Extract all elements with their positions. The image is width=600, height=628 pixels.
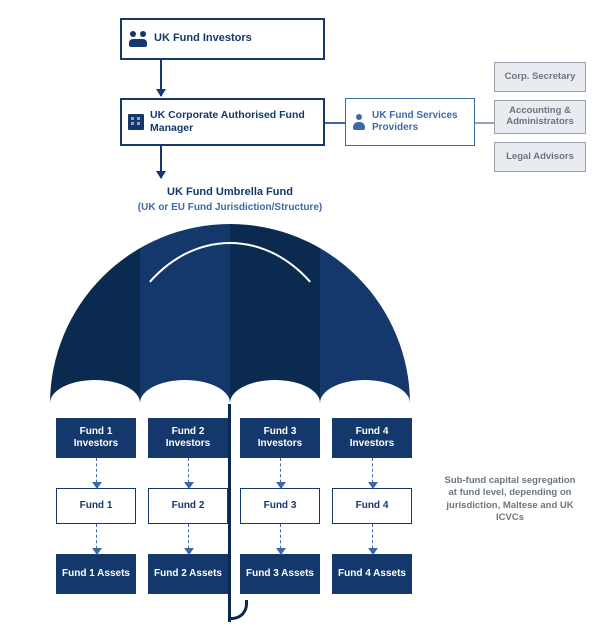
side-box-label: Accounting & Administrators — [499, 106, 581, 128]
fund-arrow — [96, 524, 97, 554]
fund-arrow — [188, 524, 189, 554]
fund-box: Fund 3 Assets — [240, 554, 320, 594]
node-services: UK Fund Services Providers — [345, 98, 475, 146]
fund-arrow — [188, 458, 189, 488]
node-investors: UK Fund Investors — [120, 18, 325, 60]
umbrella-title: UK Fund Umbrella Fund — [90, 186, 370, 198]
people-icon — [128, 31, 148, 47]
fund-box: Fund 3 Investors — [240, 418, 320, 458]
connector-services-side — [475, 122, 494, 124]
umbrella-hook — [228, 600, 248, 620]
side-box-corp-secretary: Corp. Secretary — [494, 62, 586, 92]
fund-arrow — [372, 524, 373, 554]
side-box-legal: Legal Advisors — [494, 142, 586, 172]
fund-box: Fund 2 Investors — [148, 418, 228, 458]
fund-arrow — [372, 458, 373, 488]
arrow-manager-umbrella — [160, 146, 162, 178]
fund-box: Fund 1 Assets — [56, 554, 136, 594]
umbrella-subtitle: (UK or EU Fund Jurisdiction/Structure) — [80, 202, 380, 213]
connector-manager-services — [325, 122, 345, 124]
fund-box: Fund 1 — [56, 488, 136, 524]
fund-box: Fund 4 Assets — [332, 554, 412, 594]
building-icon — [128, 114, 144, 130]
fund-arrow — [280, 458, 281, 488]
node-manager: UK Corporate Authorised Fund Manager — [120, 98, 325, 146]
fund-box: Fund 2 Assets — [148, 554, 228, 594]
fund-box: Fund 4 — [332, 488, 412, 524]
segregation-note: Sub-fund capital segregation at fund lev… — [440, 475, 580, 524]
fund-arrow — [280, 524, 281, 554]
fund-box: Fund 1 Investors — [56, 418, 136, 458]
arrow-investors-manager — [160, 60, 162, 96]
side-box-label: Legal Advisors — [506, 152, 574, 163]
umbrella-canopy — [50, 224, 410, 404]
fund-box: Fund 2 — [148, 488, 228, 524]
diagram-canvas: UK Fund Investors UK Corporate Authorise… — [0, 0, 600, 628]
fund-arrow — [96, 458, 97, 488]
fund-box: Fund 3 — [240, 488, 320, 524]
node-manager-label: UK Corporate Authorised Fund Manager — [150, 109, 317, 135]
side-box-accounting: Accounting & Administrators — [494, 100, 586, 134]
fund-box: Fund 4 Investors — [332, 418, 412, 458]
side-box-label: Corp. Secretary — [505, 72, 576, 83]
node-investors-label: UK Fund Investors — [154, 32, 317, 46]
node-services-label: UK Fund Services Providers — [372, 110, 468, 135]
person-icon — [352, 114, 366, 130]
